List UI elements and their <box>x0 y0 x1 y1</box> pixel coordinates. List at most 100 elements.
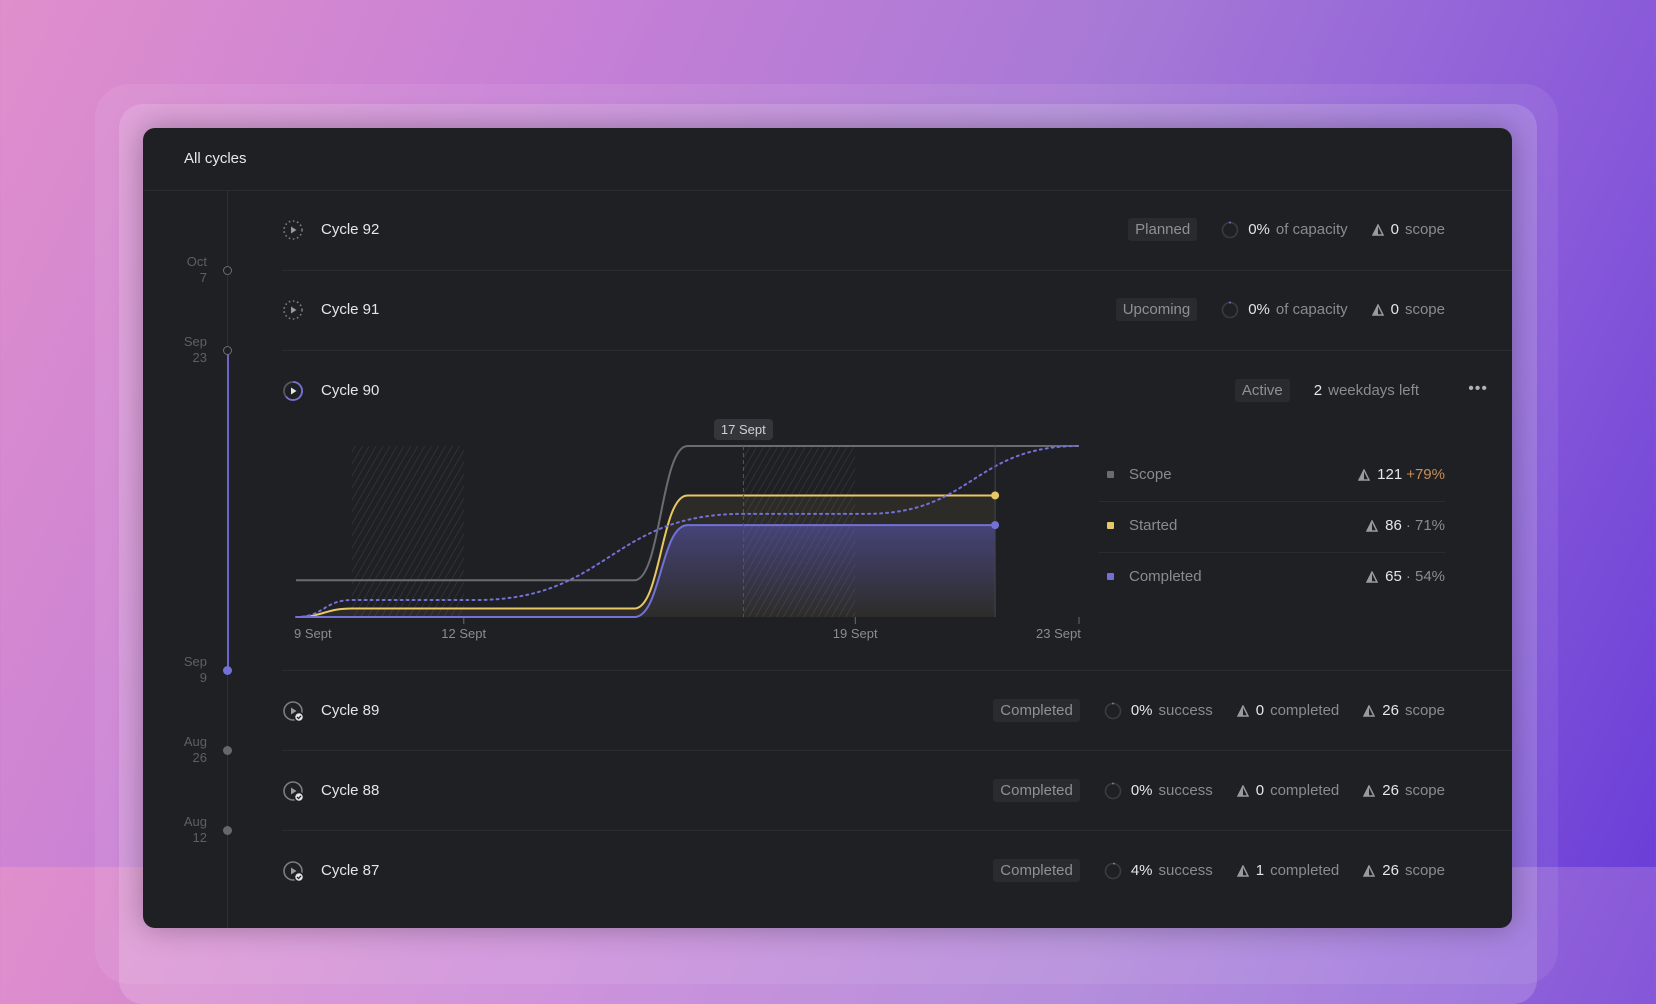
timeline-dot <box>223 746 232 755</box>
cycle-row[interactable]: Cycle 87 Completed 4% success 1 completed … <box>143 850 1512 890</box>
more-options-button[interactable]: ••• <box>1468 380 1488 397</box>
estimate-icon <box>1371 303 1384 316</box>
row-divider <box>282 830 1512 831</box>
completed-stat: 0 completed <box>1236 702 1339 719</box>
progress-ring-icon <box>1104 782 1122 799</box>
estimate-icon <box>1366 519 1379 532</box>
success-stat: 0% success <box>1104 702 1213 720</box>
cycle-name[interactable]: Cycle 88 <box>321 782 380 799</box>
legend-item-completed: Completed 65 · 54% <box>1099 553 1445 603</box>
cycle-row[interactable]: Cycle 88 Completed 0% success 0 completed … <box>143 770 1512 810</box>
target-series-line <box>295 445 1080 618</box>
cycle-stats: Upcoming 0% of capacity 0 scope <box>1115 298 1445 321</box>
completed-area <box>296 525 996 617</box>
x-tick-label: 19 Sept <box>832 626 878 641</box>
timeline-active-segment <box>227 351 229 671</box>
days-left-count: 2 <box>1313 382 1323 399</box>
completed-stat: 0 completed <box>1236 782 1339 799</box>
success-stat: 4% success <box>1104 862 1213 880</box>
timeline-date: Sep 23 <box>183 334 207 365</box>
capacity-stat: 0% of capacity <box>1221 301 1348 319</box>
estimate-icon <box>1363 864 1376 877</box>
timeline-date: Oct 7 <box>186 254 207 285</box>
weekend-shading <box>351 446 464 617</box>
progress-ring-icon <box>1104 702 1122 719</box>
cycle-name[interactable]: Cycle 90 <box>321 382 380 399</box>
completed-series-line <box>296 524 996 618</box>
status-badge: Active <box>1234 379 1290 402</box>
timeline-date: Aug 12 <box>183 814 207 845</box>
timeline-date: Sep 9 <box>183 654 207 685</box>
timeline-dot <box>223 346 232 355</box>
estimate-icon <box>1371 223 1384 236</box>
completed-cycle-icon <box>283 861 304 882</box>
burnup-chart <box>295 445 1080 624</box>
planned-cycle-icon <box>283 300 303 320</box>
timeline-date: Aug 26 <box>183 734 207 765</box>
cycle-stats: Active 2 weekdays left <box>1234 379 1419 402</box>
legend-swatch <box>1107 471 1114 478</box>
active-cycle-icon <box>283 381 304 401</box>
x-tick-label: 23 Sept <box>1036 626 1081 641</box>
timeline-dot <box>223 826 232 835</box>
scope-stat: 26 scope <box>1363 782 1445 799</box>
cycle-row[interactable]: Cycle 91 Upcoming 0% of capacity 0 scope <box>143 289 1512 329</box>
completed-cycle-icon <box>283 701 304 722</box>
legend-item-started: Started 86 · 71% <box>1099 502 1445 553</box>
estimate-icon <box>1236 864 1249 877</box>
cycle-name[interactable]: Cycle 87 <box>321 862 380 879</box>
x-tick-label: 12 Sept <box>441 626 487 641</box>
scope-series-line <box>296 445 1079 582</box>
estimate-icon <box>1366 570 1379 583</box>
x-tick-label: 9 Sept <box>294 626 332 641</box>
cycle-row-active[interactable]: Cycle 90 Active 2 weekdays left ••• <box>143 370 1512 410</box>
legend-item-scope: Scope 121 +79% <box>1099 451 1445 502</box>
panel-header: All cycles <box>143 128 1512 191</box>
timeline-dot-active <box>223 666 232 675</box>
scope-stat: 0 scope <box>1371 301 1445 318</box>
status-badge: Completed <box>993 699 1080 722</box>
row-divider <box>282 670 1512 671</box>
started-series-line <box>295 494 996 618</box>
cycle-row[interactable]: Cycle 92 Planned 0% of capacity 0 scope <box>143 209 1512 249</box>
status-badge: Completed <box>993 859 1080 882</box>
row-divider <box>282 350 1512 351</box>
cycle-row[interactable]: Cycle 89 Completed 0% success 0 completed … <box>143 690 1512 730</box>
completed-cycle-icon <box>283 781 304 802</box>
days-left-label: weekdays left <box>1328 382 1419 399</box>
scope-stat: 26 scope <box>1363 702 1445 719</box>
cycle-name[interactable]: Cycle 92 <box>321 221 380 238</box>
legend-swatch <box>1107 573 1114 580</box>
cycle-stats: Completed 0% success 0 completed 26 scope <box>993 699 1445 722</box>
progress-ring-icon <box>1221 221 1239 238</box>
estimate-icon <box>1363 704 1376 717</box>
estimate-icon <box>1358 468 1371 481</box>
scope-stat: 26 scope <box>1363 862 1445 879</box>
cycles-panel: All cycles Oct 7 Sep 23 Sep 9 Aug 26 Aug 12 C… <box>143 128 1512 928</box>
success-stat: 0% success <box>1104 782 1213 800</box>
chart-hover-tooltip: 17 Sept <box>713 419 773 440</box>
planned-cycle-icon <box>283 220 303 240</box>
started-end-point <box>991 491 1000 500</box>
page-title: All cycles <box>184 150 247 167</box>
cycle-name[interactable]: Cycle 91 <box>321 301 380 318</box>
timeline-dot <box>223 266 232 275</box>
cycle-stats: Planned 0% of capacity 0 scope <box>1128 218 1445 241</box>
capacity-stat: 0% of capacity <box>1221 221 1348 239</box>
cycle-stats: Completed 4% success 1 completed 26 scope <box>993 859 1445 882</box>
cycle-name[interactable]: Cycle 89 <box>321 702 380 719</box>
progress-ring-icon <box>1221 301 1239 318</box>
cycle-stats: Completed 0% success 0 completed 26 scope <box>993 779 1445 802</box>
progress-ring-icon <box>1104 862 1122 879</box>
status-badge: Completed <box>993 779 1080 802</box>
estimate-icon <box>1236 784 1249 797</box>
row-divider <box>282 750 1512 751</box>
scope-stat: 0 scope <box>1371 221 1445 238</box>
row-divider <box>282 270 1512 271</box>
completed-end-point <box>991 521 1000 530</box>
status-badge: Planned <box>1128 218 1198 241</box>
completed-stat: 1 completed <box>1236 862 1339 879</box>
status-badge: Upcoming <box>1115 298 1198 321</box>
estimate-icon <box>1236 704 1249 717</box>
estimate-icon <box>1363 784 1376 797</box>
